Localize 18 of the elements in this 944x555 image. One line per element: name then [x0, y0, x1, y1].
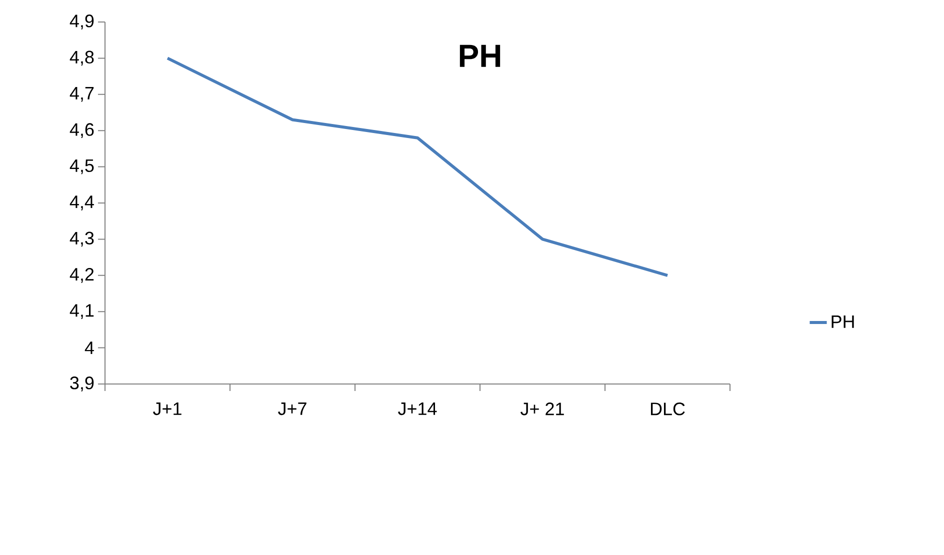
x-tick-label: J+1 [153, 402, 182, 416]
y-tick-label: 4,5 [70, 159, 94, 174]
x-tick-label: DLC [650, 402, 685, 416]
y-tick-label: 4,2 [70, 268, 94, 283]
x-tick-label: J+7 [278, 402, 306, 416]
y-tick-label: 3,9 [70, 376, 94, 392]
text: PH [460, 44, 500, 67]
x-tick-label: J+14 [398, 402, 437, 416]
y-tick-label: 4,8 [70, 50, 94, 66]
y-tick-label: 4,9 [70, 14, 94, 30]
x-tick-label: J+ 21 [520, 402, 564, 416]
y-tick-label: 4,4 [70, 196, 94, 210]
legend-label: PH [832, 316, 854, 328]
y-tick-label: 4,1 [70, 304, 94, 319]
y-tick-label: 4,6 [70, 123, 94, 138]
y-tick-label: 4,7 [70, 87, 94, 102]
y-tick-label: 4 [84, 342, 94, 354]
y-tick-label: 4,3 [70, 232, 94, 247]
